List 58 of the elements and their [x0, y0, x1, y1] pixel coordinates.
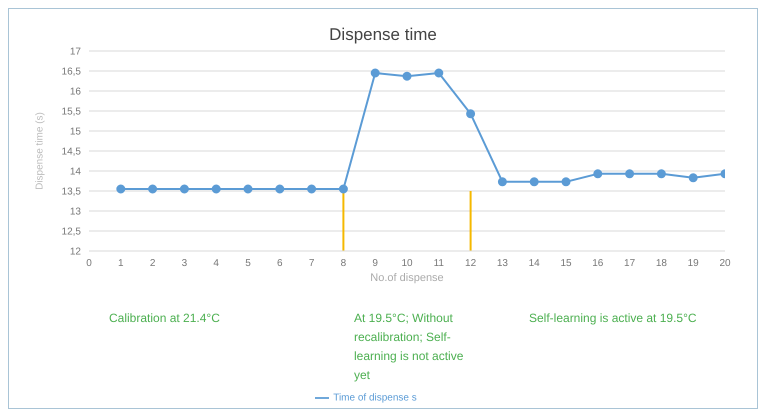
point	[402, 72, 412, 81]
x-tick-label: 14	[528, 258, 540, 270]
point	[116, 184, 126, 194]
text: At 19.5°C; Without recalibration; Self-learning is not active yet	[354, 310, 464, 384]
text: Calibration at 21.4°C	[109, 310, 221, 327]
x-tick-label: 7	[308, 258, 315, 270]
chart-title: Dispense time	[328, 25, 438, 45]
x-tick-label: 1	[118, 258, 124, 270]
text: Self-learning is active at 19.5°C	[529, 310, 698, 327]
point	[593, 169, 602, 178]
y-tick-label: 12	[70, 246, 82, 258]
y-tick-label: 15,5	[62, 106, 82, 118]
legend-label: Time of dispense s	[333, 392, 417, 404]
y-tick-label: 12,5	[62, 226, 82, 238]
y-tick-label: 16	[70, 86, 82, 98]
point	[625, 169, 634, 178]
y-tick-label: 15	[70, 126, 82, 138]
x-tick-label: 15	[560, 258, 572, 270]
point	[212, 184, 221, 194]
y-tick-label: 17	[70, 46, 82, 58]
y-axis-title: Dispense time (s)	[34, 112, 46, 190]
point	[466, 109, 476, 118]
y-tick-label: 14	[70, 166, 82, 178]
x-tick-label: 10	[401, 258, 413, 270]
y-tick-label: 14,5	[62, 146, 82, 158]
point	[498, 177, 507, 186]
x-tick-label: 17	[624, 258, 636, 270]
x-tick-label: 3	[182, 258, 188, 270]
point	[244, 184, 252, 194]
x-tick-label: 11	[434, 258, 444, 270]
point	[307, 184, 316, 194]
y-tick-label: 13	[70, 206, 82, 218]
y-tick-label: 13,5	[62, 186, 82, 198]
x-tick-label: 4	[213, 258, 220, 270]
x-tick-label: 13	[496, 258, 508, 270]
point	[562, 177, 570, 186]
point	[434, 68, 444, 78]
y-tick-label: 16,5	[62, 66, 82, 78]
point	[148, 184, 158, 194]
x-tick-label: 18	[656, 258, 668, 270]
x-tick-label: 6	[277, 258, 284, 270]
x-tick-label: 20	[719, 258, 731, 270]
point	[338, 184, 348, 194]
x-tick-label: 19	[688, 258, 700, 270]
point	[180, 184, 189, 194]
x-tick-label: 9	[372, 258, 378, 270]
point	[530, 177, 539, 186]
x-tick-label: 16	[592, 258, 604, 270]
x-tick-label: 5	[245, 258, 252, 270]
point	[370, 68, 380, 78]
x-axis-title: No.of dispense	[370, 272, 444, 284]
x-tick-label: 12	[465, 258, 477, 270]
x-tick-label: 2	[150, 258, 156, 270]
point	[275, 184, 284, 194]
point	[688, 173, 698, 182]
point	[656, 169, 666, 178]
x-tick-label: 8	[340, 258, 347, 270]
x-tick-label: 0	[86, 258, 92, 270]
